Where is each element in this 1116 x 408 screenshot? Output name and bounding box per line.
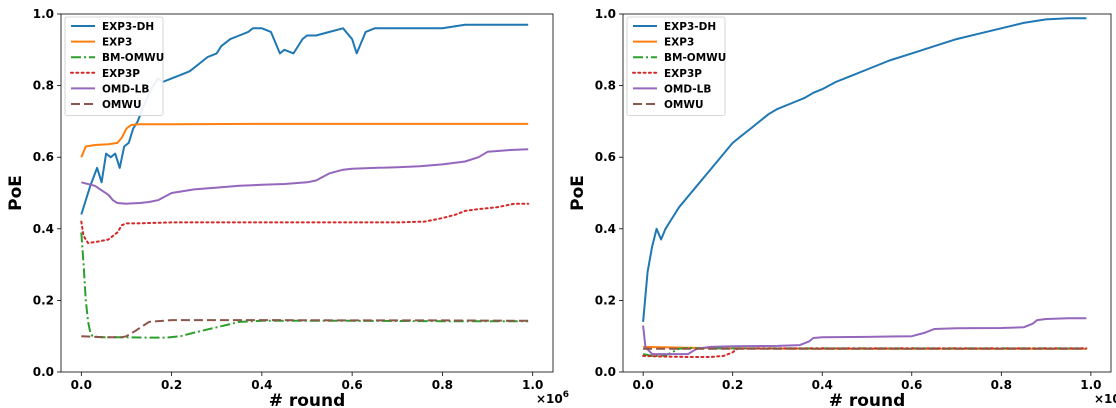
chart-panel-1: 0.0 0.2 0.4 0.6 0.8 1.0 0.0 0.2 0.4 0.6 0.8 1.0 # ro… — [6, 7, 569, 408]
x-tick-label: 0.8 — [991, 378, 1012, 392]
series-line-exp3p — [642, 347, 1088, 358]
legend-label: OMD-LB — [102, 83, 149, 95]
legend-label: EXP3P — [102, 68, 140, 80]
x-tick-label: 0.6 — [342, 378, 363, 392]
x-tick-label: 0.2 — [161, 378, 182, 392]
series-line-omwu — [81, 319, 529, 339]
series-line-exp3p — [80, 202, 530, 245]
legend-label: OMD-LB — [664, 83, 711, 95]
x-multiplier-label: ×106 — [536, 390, 569, 406]
legend-label: EXP3 — [664, 37, 694, 49]
y-tick-label: 1.0 — [595, 7, 616, 21]
y-axis-label: PoE — [568, 175, 588, 211]
x-tick-label: 0.8 — [432, 378, 453, 392]
y-tick-label: 0.2 — [595, 293, 616, 307]
legend: EXP3-DH EXP3 BM-OMWU EXP3P OMD-LB OMWU — [64, 16, 164, 116]
series-line-omd-lb — [81, 148, 529, 205]
legend-label: EXP3P — [664, 68, 702, 80]
y-tick-label: 0.4 — [595, 222, 616, 236]
series-line-exp3-dh — [80, 23, 529, 215]
y-axis-label: PoE — [6, 175, 26, 211]
series-line-exp3 — [80, 122, 529, 158]
series-line-exp3-dh — [642, 17, 1087, 322]
y-tick-label: 0.2 — [33, 293, 54, 307]
x-tick-label: 1.0 — [1080, 378, 1101, 392]
x-multiplier-label: ×108 — [1094, 390, 1116, 406]
y-tick-label: 0.0 — [595, 365, 616, 379]
plot-frame — [60, 13, 554, 373]
legend: EXP3-DH EXP3 BM-OMWU EXP3P OMD-LB OMWU — [626, 16, 726, 116]
x-tick-label: 1.0 — [522, 378, 543, 392]
x-tick-label: 0.0 — [633, 378, 654, 392]
x-axis-label: # round — [269, 391, 346, 408]
y-tick-label: 0.8 — [33, 79, 54, 93]
x-tick-label: 0.4 — [251, 378, 272, 392]
y-tick-label: 0.0 — [33, 365, 54, 379]
x-tick-label: 0.2 — [722, 378, 743, 392]
legend-label: EXP3-DH — [102, 21, 154, 33]
chart-panel-2: 0.0 0.2 0.4 0.6 0.8 1.0 0.0 0.2 0.4 0.6 0.8 1.0 # ro… — [568, 7, 1116, 408]
x-tick-label: 0.6 — [901, 378, 922, 392]
legend-label: EXP3 — [102, 37, 132, 49]
plot-frame — [622, 13, 1112, 373]
x-tick-label: 0.0 — [71, 378, 92, 392]
x-axis-label: # round — [829, 391, 906, 408]
y-tick-label: 0.8 — [595, 79, 616, 93]
series-line-omd-lb — [642, 317, 1087, 356]
y-tick-label: 0.6 — [33, 150, 54, 164]
y-tick-label: 0.4 — [33, 222, 54, 236]
legend-label: BM-OMWU — [102, 52, 164, 64]
legend-label: BM-OMWU — [664, 52, 726, 64]
y-tick-label: 0.6 — [595, 150, 616, 164]
y-tick-label: 1.0 — [33, 7, 54, 21]
legend-label: EXP3-DH — [664, 21, 716, 33]
legend-label: OMWU — [664, 99, 703, 111]
series-line-bm-omwu — [80, 232, 529, 339]
x-tick-label: 0.4 — [812, 378, 833, 392]
legend-label: OMWU — [102, 99, 141, 111]
